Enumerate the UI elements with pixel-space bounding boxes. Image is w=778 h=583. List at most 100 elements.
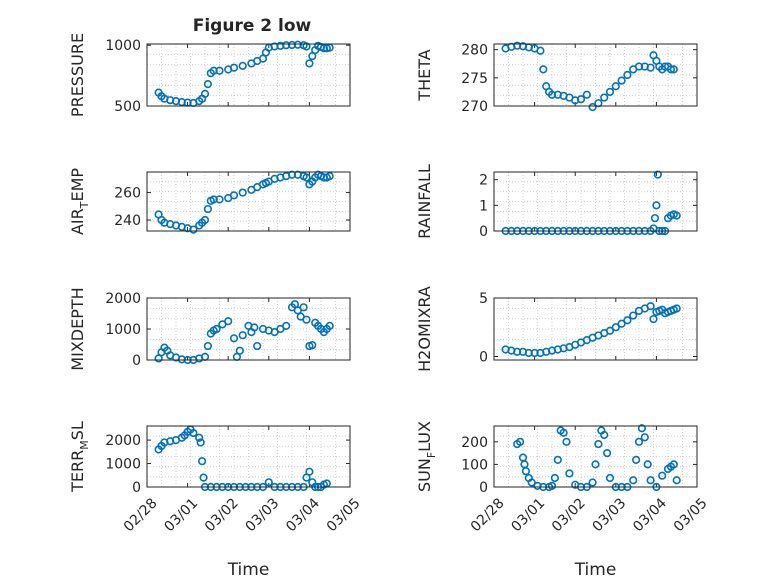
subplot-rainfall: 0 1 2 RAINFALL bbox=[415, 164, 698, 240]
figure-title: Figure 2 low bbox=[193, 16, 312, 36]
data-point bbox=[229, 334, 239, 343]
data-point bbox=[212, 324, 221, 334]
data-point bbox=[666, 65, 676, 74]
axes-box bbox=[146, 43, 351, 107]
data-point bbox=[302, 315, 311, 324]
data-point bbox=[652, 201, 661, 210]
data-point bbox=[611, 82, 620, 91]
data-point bbox=[203, 204, 212, 214]
subplot-pressure: 500 1000 PRESSURE bbox=[68, 33, 351, 117]
y-tick-label: 270 bbox=[461, 99, 488, 115]
data-point bbox=[229, 191, 239, 200]
data-point bbox=[646, 476, 655, 485]
data-point bbox=[669, 65, 678, 74]
axes-box bbox=[493, 171, 698, 232]
data-point bbox=[646, 302, 655, 311]
data-point bbox=[582, 90, 591, 99]
data-point bbox=[200, 89, 210, 98]
data-point bbox=[287, 170, 297, 179]
data-point bbox=[650, 214, 660, 223]
data-point bbox=[308, 341, 317, 350]
y-axis-label: AIRTEMP bbox=[68, 168, 91, 235]
data-point bbox=[250, 323, 259, 332]
data-point bbox=[605, 473, 615, 483]
data-point bbox=[195, 433, 204, 442]
y-tick-label: 200 bbox=[461, 435, 488, 451]
data-point bbox=[653, 170, 662, 179]
data-point bbox=[196, 438, 205, 447]
data-point bbox=[643, 460, 652, 469]
data-point bbox=[562, 437, 571, 446]
subplot-theta: 270 275 280 THETA bbox=[415, 41, 698, 115]
y-tick-label: 500 bbox=[114, 99, 141, 115]
data-point bbox=[290, 300, 300, 309]
data-point bbox=[282, 321, 291, 331]
data-point bbox=[594, 439, 603, 449]
data-point bbox=[565, 469, 574, 478]
data-point bbox=[536, 46, 545, 55]
data-point bbox=[672, 304, 681, 313]
y-axis-label: THETA bbox=[415, 49, 434, 101]
data-point bbox=[637, 424, 647, 433]
series-markers bbox=[513, 424, 681, 492]
data-point bbox=[189, 225, 198, 234]
data-point bbox=[215, 195, 224, 204]
data-point bbox=[605, 87, 615, 97]
y-tick-label: 260 bbox=[114, 186, 141, 202]
data-point bbox=[305, 59, 314, 68]
y-axis-label: MIXDEPTH bbox=[68, 287, 87, 370]
data-point bbox=[302, 42, 311, 51]
data-point bbox=[553, 455, 562, 464]
y-tick-label: 1 bbox=[479, 198, 488, 214]
y-axis-label: SUNFLUX bbox=[415, 421, 438, 492]
data-point bbox=[539, 65, 548, 74]
data-point bbox=[611, 323, 620, 332]
data-point bbox=[600, 430, 609, 440]
series-markers bbox=[501, 302, 681, 358]
y-tick-label: 5 bbox=[479, 291, 488, 307]
data-point bbox=[189, 428, 198, 438]
data-point bbox=[640, 433, 649, 442]
data-point bbox=[305, 467, 314, 476]
y-tick-label: 280 bbox=[461, 43, 488, 59]
data-point bbox=[224, 317, 233, 326]
data-point bbox=[198, 457, 207, 466]
data-point bbox=[669, 460, 678, 469]
y-tick-label: 0 bbox=[132, 480, 141, 496]
data-point bbox=[550, 473, 560, 483]
x-axis-label: Time bbox=[574, 560, 617, 580]
data-point bbox=[325, 321, 334, 331]
subplot-h2omixra: 0 5 H2OMIXRA bbox=[415, 286, 698, 372]
data-point bbox=[199, 473, 208, 482]
data-point bbox=[235, 346, 244, 355]
y-tick-label: 2 bbox=[479, 173, 488, 189]
y-tick-label: 0 bbox=[132, 353, 141, 369]
data-point bbox=[631, 455, 641, 464]
series-markers bbox=[154, 170, 334, 234]
data-point bbox=[559, 428, 568, 437]
data-point bbox=[602, 449, 612, 458]
y-axis-label: RAINFALL bbox=[415, 164, 434, 239]
subplot-air_temp: 240 260 AIRTEMP bbox=[68, 168, 351, 235]
data-point bbox=[649, 314, 658, 324]
y-tick-label: 1000 bbox=[105, 457, 141, 473]
data-point bbox=[547, 481, 557, 490]
data-point bbox=[238, 61, 247, 70]
axes-box bbox=[493, 425, 698, 488]
data-point bbox=[229, 63, 239, 72]
y-tick-label: 2000 bbox=[105, 433, 141, 449]
data-point bbox=[588, 478, 597, 487]
data-point bbox=[658, 471, 667, 480]
axes-box bbox=[146, 425, 351, 488]
data-point bbox=[672, 476, 681, 485]
subplot-mixdepth: 0 1000 2000 MIXDEPTH bbox=[68, 287, 351, 371]
data-point bbox=[253, 341, 262, 351]
data-point bbox=[617, 319, 626, 328]
data-point bbox=[600, 93, 609, 102]
data-point bbox=[617, 76, 626, 85]
y-axis-label: H2OMIXRA bbox=[415, 286, 434, 372]
data-point bbox=[238, 331, 247, 340]
data-point bbox=[672, 211, 681, 220]
y-tick-label: 1000 bbox=[105, 38, 141, 54]
